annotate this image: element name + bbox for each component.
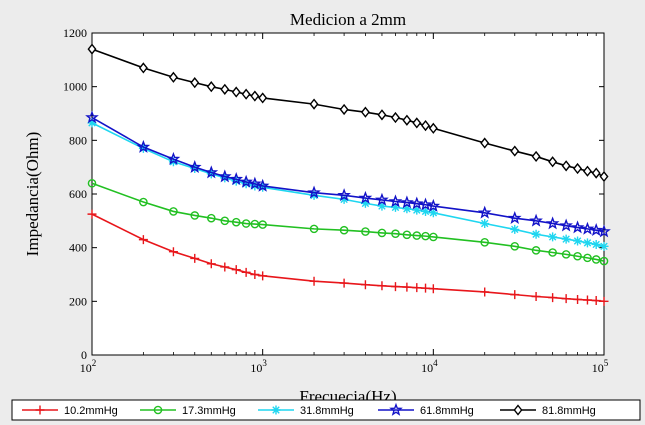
y-tick-label: 200 bbox=[69, 294, 87, 308]
y-tick-label: 400 bbox=[69, 241, 87, 255]
data-point bbox=[592, 240, 601, 249]
y-tick-label: 800 bbox=[69, 133, 87, 147]
data-point bbox=[272, 406, 281, 415]
data-point bbox=[573, 236, 582, 245]
y-tick-label: 0 bbox=[81, 348, 87, 362]
data-point bbox=[600, 242, 609, 251]
legend-label: 10.2mmHg bbox=[64, 405, 118, 417]
legend-label: 61.8mmHg bbox=[420, 405, 474, 417]
legend-label: 81.8mmHg bbox=[542, 405, 596, 417]
y-axis-label: Impedancia(Ohm) bbox=[23, 132, 42, 257]
data-point bbox=[583, 238, 592, 247]
data-point bbox=[562, 235, 571, 244]
y-tick-label: 1000 bbox=[63, 80, 87, 94]
legend-label: 31.8mmHg bbox=[300, 405, 354, 417]
data-point bbox=[548, 232, 557, 241]
data-point bbox=[480, 219, 489, 228]
data-point bbox=[532, 230, 541, 239]
chart-title: Medicion a 2mm bbox=[290, 10, 406, 29]
legend: 10.2mmHg 17.3mmHg 31.8mmHg 61.8mmHg 81.8mmHg bbox=[12, 400, 640, 420]
legend-label: 17.3mmHg bbox=[182, 405, 236, 417]
y-tick-label: 600 bbox=[69, 187, 87, 201]
data-point bbox=[510, 225, 519, 234]
y-tick-label: 1200 bbox=[63, 26, 87, 40]
